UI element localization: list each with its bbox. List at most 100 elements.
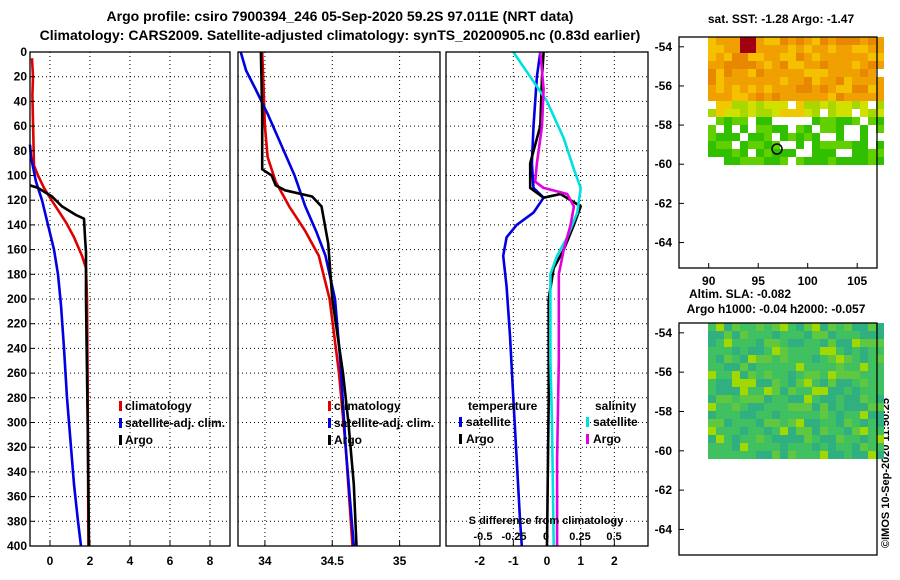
- map-cell: [876, 109, 884, 117]
- map-cell: [732, 101, 740, 109]
- map-cell: [812, 355, 820, 363]
- map-cell: [828, 355, 836, 363]
- map-cell: [764, 93, 772, 101]
- map-y-tick-label: -62: [655, 196, 673, 210]
- map-cell: [860, 331, 868, 339]
- map-cell: [732, 133, 740, 141]
- map-cell: [708, 93, 716, 101]
- map-cell: [708, 69, 716, 77]
- map-cell: [716, 109, 724, 117]
- map-cell: [812, 133, 820, 141]
- map-y-tick-label: -64: [655, 522, 673, 536]
- map-cell: [820, 45, 828, 53]
- map-cell: [772, 363, 780, 371]
- map-cell: [732, 157, 740, 165]
- map-cell: [868, 53, 876, 61]
- map-cell: [780, 451, 788, 459]
- map-cell: [740, 157, 748, 165]
- map-cell: [836, 339, 844, 347]
- map-cell: [868, 355, 876, 363]
- map-cell: [868, 85, 876, 93]
- title-line-1: Argo profile: csiro 7900394_246 05-Sep-2…: [107, 8, 574, 24]
- map-cell: [772, 403, 780, 411]
- map-cell: [716, 117, 724, 125]
- map-cell: [796, 379, 804, 387]
- map-cell: [772, 395, 780, 403]
- x-tick-label: -2: [474, 554, 485, 568]
- map-cell: [732, 109, 740, 117]
- map-cell: [844, 355, 852, 363]
- map-cell: [756, 61, 764, 69]
- map-cell: [748, 395, 756, 403]
- map-cell: [844, 451, 852, 459]
- map-cell: [812, 331, 820, 339]
- map-cell: [716, 387, 724, 395]
- x-tick-label: 0: [47, 554, 54, 568]
- map-cell: [764, 363, 772, 371]
- map-cell: [828, 427, 836, 435]
- map-cell: [764, 387, 772, 395]
- map-cell: [804, 339, 812, 347]
- map-cell: [748, 61, 756, 69]
- map-cell: [820, 77, 828, 85]
- map-x-tick-label: 100: [798, 274, 818, 288]
- map-cell: [772, 355, 780, 363]
- map-cell: [804, 387, 812, 395]
- map-cell: [732, 45, 740, 53]
- y-tick-label: 300: [7, 416, 27, 430]
- map-cell: [732, 93, 740, 101]
- map-cell: [780, 69, 788, 77]
- map-cell: [876, 101, 884, 109]
- map-cell: [716, 371, 724, 379]
- map-cell: [796, 125, 804, 133]
- map-cell: [812, 339, 820, 347]
- map-cell: [732, 37, 740, 45]
- map-cell: [748, 45, 756, 53]
- map-cell: [796, 411, 804, 419]
- map-cell: [732, 149, 740, 157]
- map-cell: [740, 37, 748, 45]
- y-tick-label: 200: [7, 292, 27, 306]
- map-cell: [852, 331, 860, 339]
- map-cell: [740, 347, 748, 355]
- map-cell: [820, 53, 828, 61]
- y-tick-label: 320: [7, 440, 27, 454]
- map-cell: [740, 395, 748, 403]
- map-cell: [828, 45, 836, 53]
- map-cell: [860, 427, 868, 435]
- x-tick-label: 1: [577, 554, 584, 568]
- map-cell: [852, 93, 860, 101]
- map-cell: [748, 451, 756, 459]
- map-cell: [740, 69, 748, 77]
- map-cell: [828, 117, 836, 125]
- map-cell: [740, 331, 748, 339]
- map-cell: [748, 157, 756, 165]
- map-cell: [796, 403, 804, 411]
- map-cell: [860, 347, 868, 355]
- map-cell: [780, 347, 788, 355]
- map-cell: [844, 85, 852, 93]
- map-cell: [788, 85, 796, 93]
- map-cell: [708, 331, 716, 339]
- map-cell: [844, 101, 852, 109]
- map-cell: [756, 379, 764, 387]
- map-cell: [796, 85, 804, 93]
- map-cell: [748, 69, 756, 77]
- map-cell: [732, 403, 740, 411]
- map-cell: [868, 109, 876, 117]
- map-cell: [724, 93, 732, 101]
- map-cell: [860, 125, 868, 133]
- map-cell: [748, 323, 756, 331]
- map-cell: [716, 339, 724, 347]
- map-cell: [820, 69, 828, 77]
- map-cell: [836, 395, 844, 403]
- map-cell: [868, 149, 876, 157]
- map-cell: [724, 85, 732, 93]
- map-cell: [780, 435, 788, 443]
- map-cell: [836, 363, 844, 371]
- map-cell: [812, 387, 820, 395]
- map-cell: [844, 411, 852, 419]
- y-tick-label: 380: [7, 514, 27, 528]
- map-cell: [804, 395, 812, 403]
- map-cell: [804, 77, 812, 85]
